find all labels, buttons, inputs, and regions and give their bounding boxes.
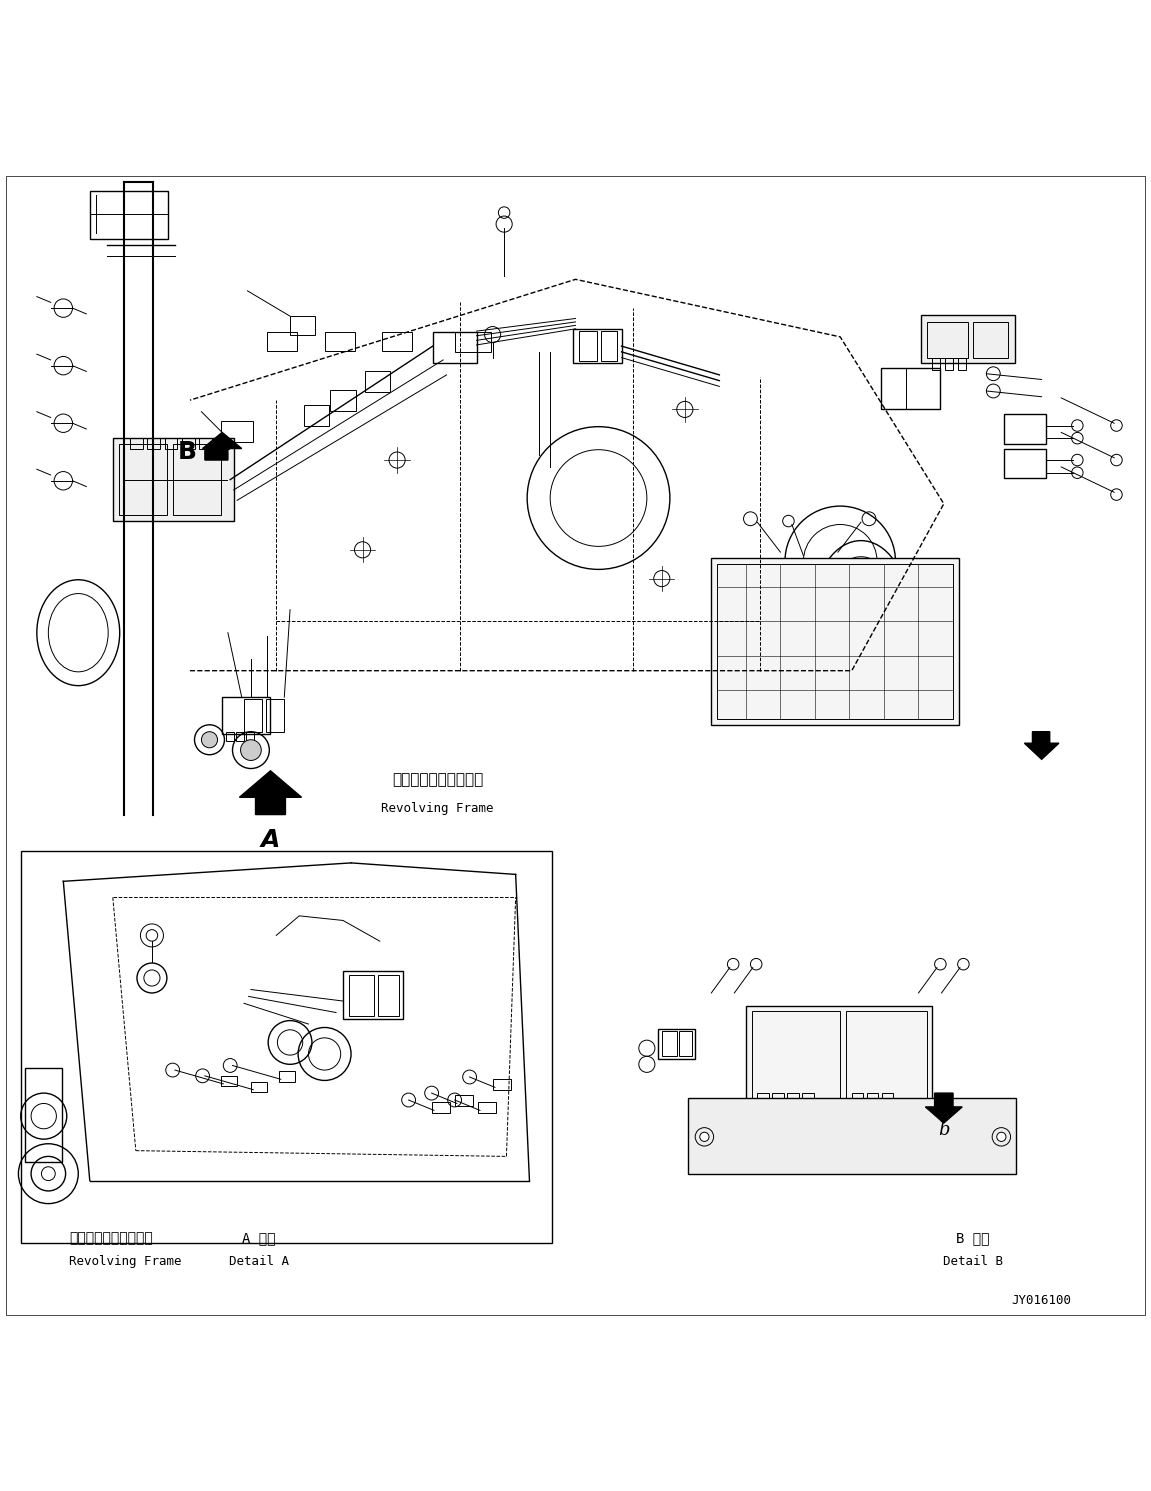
Bar — [921, 315, 1015, 364]
Bar — [226, 732, 234, 741]
Bar — [25, 1068, 62, 1161]
Bar — [304, 404, 329, 425]
Text: b: b — [1036, 737, 1047, 754]
Bar — [267, 332, 297, 350]
Text: Detail A: Detail A — [229, 1254, 289, 1267]
Bar — [573, 330, 622, 364]
Bar — [757, 1093, 769, 1111]
Polygon shape — [203, 432, 242, 461]
Bar — [455, 332, 491, 352]
Bar — [493, 1079, 511, 1090]
Bar — [90, 191, 168, 239]
Bar — [221, 1077, 237, 1087]
Bar — [973, 322, 1008, 358]
Text: レボルビングフレーム: レボルビングフレーム — [69, 1232, 153, 1245]
Bar — [432, 1102, 450, 1112]
Text: レボルビングフレーム: レボルビングフレーム — [391, 772, 483, 787]
Bar — [433, 332, 477, 364]
Bar — [246, 732, 254, 741]
Bar — [717, 564, 953, 719]
Polygon shape — [1024, 732, 1059, 759]
Bar — [1004, 414, 1046, 444]
Bar — [662, 1030, 677, 1056]
Bar — [867, 1093, 878, 1111]
Text: A 詳細: A 詳細 — [242, 1232, 276, 1245]
Bar — [244, 699, 262, 732]
Bar — [881, 368, 940, 410]
Bar — [846, 1011, 927, 1117]
Circle shape — [201, 732, 218, 748]
Circle shape — [241, 740, 261, 760]
Bar — [382, 332, 412, 350]
Bar — [852, 1093, 863, 1111]
Bar — [21, 851, 552, 1242]
Bar — [945, 358, 953, 370]
Bar — [579, 331, 597, 361]
Text: A: A — [261, 828, 280, 851]
Polygon shape — [239, 771, 302, 814]
Bar — [199, 438, 212, 449]
Bar — [236, 732, 244, 741]
Bar — [711, 558, 959, 725]
Bar — [290, 316, 315, 334]
Polygon shape — [925, 1093, 962, 1123]
Bar — [330, 389, 356, 410]
Bar — [927, 322, 968, 358]
Bar — [478, 1102, 496, 1112]
Bar — [147, 438, 160, 449]
Bar — [130, 438, 143, 449]
Bar — [658, 1029, 695, 1059]
Bar — [221, 420, 253, 441]
Bar — [679, 1030, 692, 1056]
Bar — [882, 1093, 893, 1111]
Bar — [251, 1081, 267, 1091]
Bar — [165, 438, 177, 449]
Bar — [119, 444, 167, 516]
Bar — [958, 358, 966, 370]
Bar — [343, 971, 403, 1020]
Bar — [746, 1005, 932, 1123]
Bar — [601, 331, 617, 361]
Bar — [222, 698, 270, 734]
Bar — [325, 332, 355, 350]
Bar — [1004, 449, 1046, 479]
Text: Detail B: Detail B — [943, 1254, 1003, 1267]
Circle shape — [997, 1132, 1006, 1142]
Text: Revolving Frame: Revolving Frame — [381, 802, 494, 816]
Bar — [349, 975, 374, 1015]
Bar — [772, 1093, 784, 1111]
Bar — [455, 1096, 473, 1106]
Bar — [182, 438, 195, 449]
Bar — [688, 1097, 1016, 1173]
Bar — [906, 368, 940, 410]
Bar — [752, 1011, 840, 1117]
Bar — [378, 975, 399, 1015]
Bar — [279, 1071, 295, 1081]
Text: JY016100: JY016100 — [1012, 1294, 1072, 1306]
Bar — [173, 444, 221, 516]
Text: B: B — [178, 440, 197, 464]
Bar — [802, 1093, 814, 1111]
Text: B 詳細: B 詳細 — [955, 1232, 990, 1245]
Bar — [216, 438, 229, 449]
Text: b: b — [938, 1121, 950, 1139]
Circle shape — [700, 1132, 709, 1142]
Bar — [365, 371, 390, 392]
Bar — [113, 438, 234, 520]
Bar — [266, 699, 284, 732]
Bar — [932, 358, 940, 370]
Text: Revolving Frame: Revolving Frame — [69, 1254, 182, 1267]
Bar — [787, 1093, 799, 1111]
